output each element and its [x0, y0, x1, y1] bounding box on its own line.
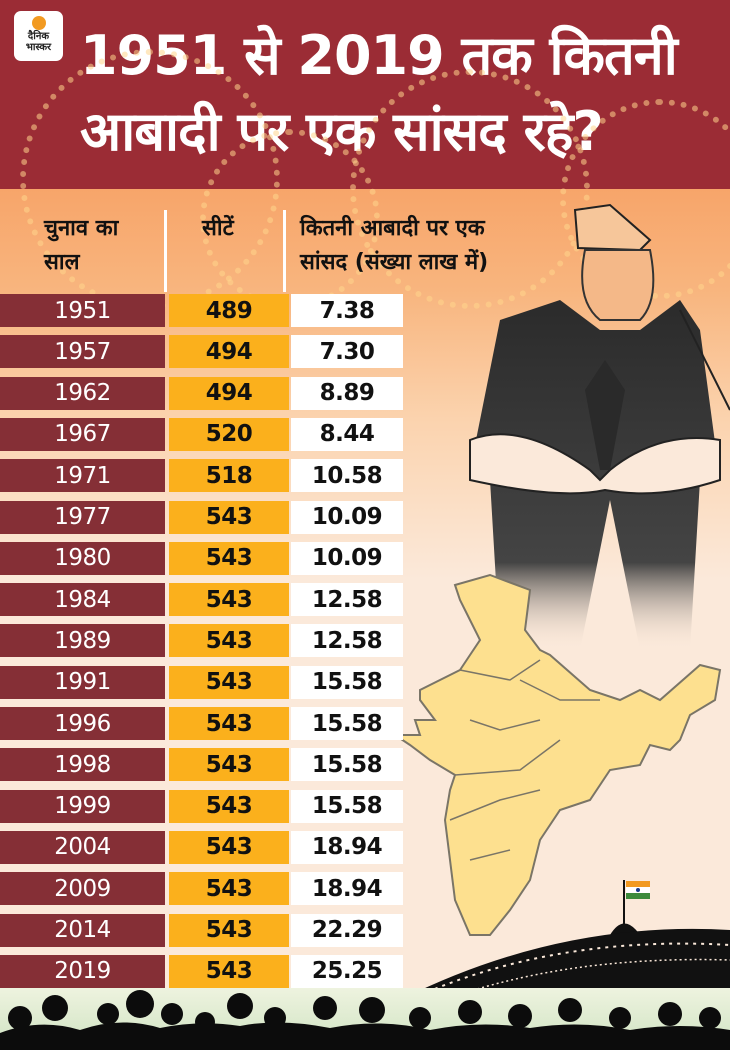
seats-cell: 543: [169, 707, 289, 740]
population-cell: 8.89: [291, 376, 403, 410]
population-cell: 15.58: [291, 748, 403, 782]
column-header-year-line-1: चुनाव का: [44, 216, 119, 241]
population-cell: 18.94: [291, 830, 403, 864]
seats-cell: 543: [169, 748, 289, 782]
table-row: 1971 518 10.58: [0, 459, 410, 493]
year-cell: 1984: [0, 583, 165, 617]
column-header-year: चुनाव का साल: [44, 212, 118, 280]
year-cell: 1996: [0, 707, 165, 740]
column-header-year-line-2: साल: [44, 250, 80, 275]
column-header-seats: सीटें: [202, 212, 234, 246]
logo-sun-icon: [31, 16, 46, 30]
table-row: 2019 543 25.25: [0, 954, 410, 988]
seats-cell: 543: [169, 665, 289, 699]
crowd-silhouette-icon: [0, 990, 730, 1050]
seats-cell: 520: [169, 417, 289, 451]
seats-cell: 543: [169, 624, 289, 658]
table-row: 1977 543 10.09: [0, 500, 410, 534]
logo-line-1: दैनिक: [27, 31, 50, 42]
year-cell: 1962: [0, 376, 165, 410]
seats-cell: 494: [169, 376, 289, 410]
table-row: 1998 543 15.58: [0, 748, 410, 782]
table-row: 1967 520 8.44: [0, 417, 410, 451]
seats-cell: 518: [169, 459, 289, 493]
crowd-silhouette: [0, 988, 730, 1050]
population-cell: 15.58: [291, 665, 403, 699]
column-header-population: कितनी आबादी पर एक सांसद (संख्या लाख में): [300, 212, 488, 280]
year-cell: 1980: [0, 541, 165, 575]
year-cell: 1991: [0, 665, 165, 699]
year-cell: 1971: [0, 459, 165, 493]
table-row: 1980 543 10.09: [0, 541, 410, 575]
population-cell: 15.58: [291, 789, 403, 823]
table-row: 2009 543 18.94: [0, 872, 410, 906]
seats-cell: 489: [169, 294, 289, 327]
year-cell: 1951: [0, 294, 165, 327]
population-cell: 12.58: [291, 624, 403, 658]
table-row: 1989 543 12.58: [0, 624, 410, 658]
table-row: 2014 543 22.29: [0, 913, 410, 947]
population-cell: 10.09: [291, 500, 403, 534]
year-cell: 2014: [0, 913, 165, 947]
population-cell: 7.30: [291, 335, 403, 369]
logo-line-2: भास्कर: [25, 42, 52, 53]
population-cell: 10.09: [291, 541, 403, 575]
table-row: 1962 494 8.89: [0, 376, 410, 410]
year-cell: 2009: [0, 872, 165, 906]
seats-cell: 543: [169, 913, 289, 947]
population-cell: 12.58: [291, 583, 403, 617]
column-header-population-line-2: सांसद (संख्या लाख में): [300, 250, 489, 275]
population-cell: 22.29: [291, 913, 403, 947]
seats-cell: 543: [169, 954, 289, 988]
column-divider: [283, 210, 286, 292]
year-cell: 2004: [0, 830, 165, 864]
table-row: 1996 543 15.58: [0, 707, 410, 740]
table-row: 1991 543 15.58: [0, 665, 410, 699]
year-cell: 1998: [0, 748, 165, 782]
column-header-seats-label: सीटें: [202, 216, 234, 241]
table-row: 2004 543 18.94: [0, 830, 410, 864]
table-row: 1999 543 15.58: [0, 789, 410, 823]
logo-text: दैनिक भास्कर: [26, 31, 51, 53]
table-row: 1957 494 7.30: [0, 335, 410, 369]
population-cell: 8.44: [291, 417, 403, 451]
seats-cell: 543: [169, 830, 289, 864]
year-cell: 1989: [0, 624, 165, 658]
population-cell: 7.38: [291, 294, 403, 327]
seats-cell: 543: [169, 541, 289, 575]
year-cell: 1967: [0, 417, 165, 451]
seats-cell: 543: [169, 583, 289, 617]
table-row: 1984 543 12.58: [0, 583, 410, 617]
table-row: 1951 489 7.38: [0, 294, 410, 327]
year-cell: 1999: [0, 789, 165, 823]
dainik-bhaskar-logo: दैनिक भास्कर: [14, 11, 63, 61]
year-cell: 2019: [0, 954, 165, 988]
population-cell: 18.94: [291, 872, 403, 906]
seats-cell: 543: [169, 872, 289, 906]
seats-cell: 494: [169, 335, 289, 369]
year-cell: 1957: [0, 335, 165, 369]
column-header-population-line-1: कितनी आबादी पर एक: [300, 216, 485, 241]
seats-cell: 543: [169, 500, 289, 534]
column-divider: [164, 210, 167, 292]
year-cell: 1977: [0, 500, 165, 534]
seats-cell: 543: [169, 789, 289, 823]
population-cell: 10.58: [291, 459, 403, 493]
population-cell: 25.25: [291, 954, 403, 988]
population-cell: 15.58: [291, 707, 403, 740]
